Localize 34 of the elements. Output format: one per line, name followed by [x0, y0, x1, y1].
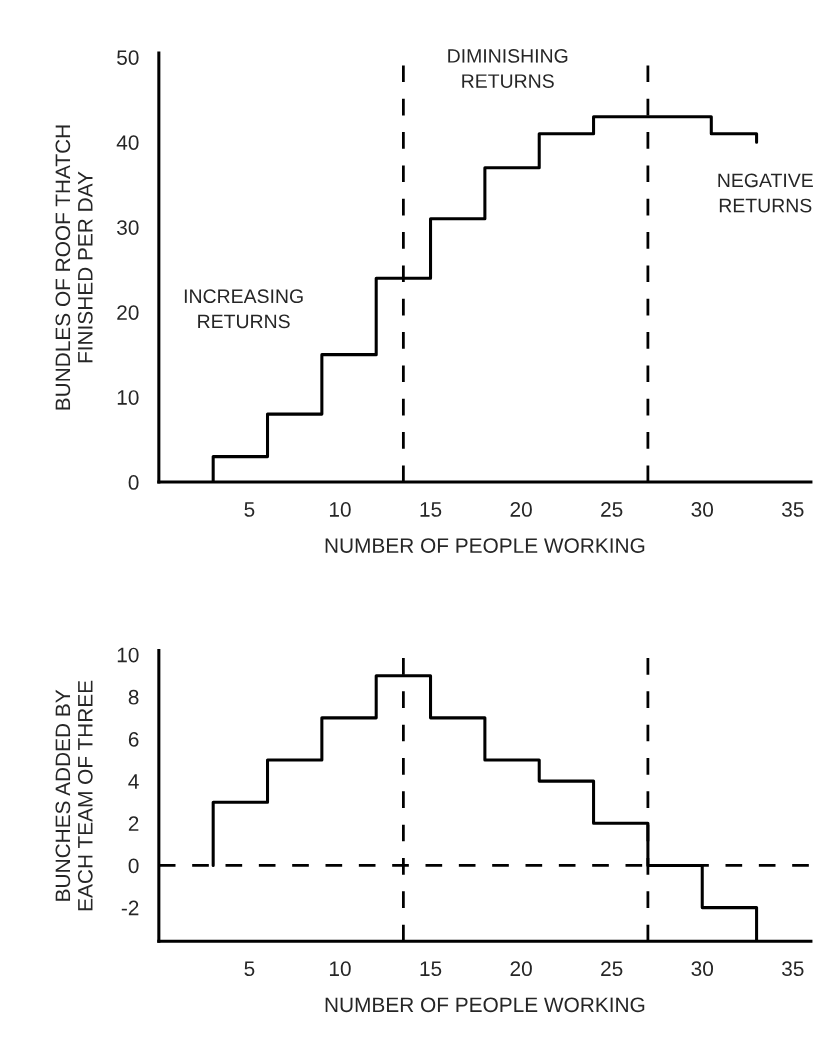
x-axis-title: NUMBER OF PEOPLE WORKING — [325, 997, 645, 1013]
x-tick-label: 10 — [329, 502, 351, 517]
y-tick-label: 4 — [128, 774, 139, 789]
x-tick-label: 30 — [691, 502, 714, 517]
x-tick-label: 10 — [329, 961, 351, 977]
y-tick-label: 10 — [117, 647, 139, 663]
y-tick-label: 0 — [128, 475, 139, 490]
x-tick-label: 5 — [244, 502, 255, 517]
x-tick-label: 15 — [420, 961, 442, 977]
x-axis-title: NUMBER OF PEOPLE WORKING — [325, 538, 645, 553]
y-tick-label: 10 — [117, 390, 139, 405]
x-tick-label: 25 — [601, 502, 623, 517]
x-tick-label: 15 — [420, 502, 442, 517]
y-axis-title: BUNCHES ADDED BY EACH TEAM OF THREE — [55, 680, 93, 911]
y-tick-label: 8 — [128, 689, 139, 705]
y-tick-label: 30 — [117, 220, 139, 235]
y-axis-title: BUNDLES OF ROOF THATCH FINISHED PER DAY — [55, 125, 93, 410]
y-tick-label: -2 — [121, 900, 139, 916]
x-tick-label: 35 — [782, 961, 804, 977]
x-tick-label: 20 — [510, 961, 532, 977]
y-tick-label: 40 — [116, 135, 139, 150]
x-tick-label: 35 — [782, 502, 804, 517]
x-tick-label: 5 — [244, 961, 255, 977]
annotation: INCREASING RETURNS — [184, 289, 303, 329]
y-tick-label: 6 — [128, 731, 139, 747]
y-tick-label: 50 — [117, 50, 139, 65]
y-tick-label: 2 — [128, 816, 139, 831]
y-tick-label: 0 — [128, 858, 139, 874]
annotation: DIMINISHING RETURNS — [448, 49, 568, 88]
x-tick-label: 20 — [510, 502, 532, 517]
annotation: NEGATIVE RETURNS — [718, 173, 813, 213]
y-tick-label: 20 — [117, 305, 139, 320]
x-tick-label: 30 — [691, 961, 714, 977]
x-tick-label: 25 — [601, 961, 623, 977]
